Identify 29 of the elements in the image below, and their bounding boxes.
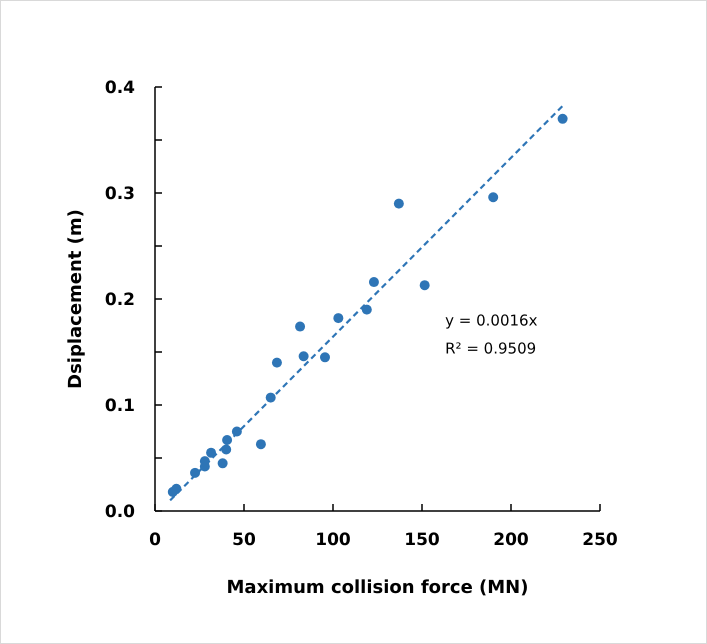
point <box>558 114 568 124</box>
point <box>320 352 330 362</box>
point <box>362 304 372 315</box>
y-tick-label: 0.3 <box>104 184 135 204</box>
y-axis-title: Dsiplacement (m) <box>65 209 86 389</box>
point <box>333 313 344 324</box>
x-axis-title: Maximum collision force (MN) <box>226 577 528 598</box>
point <box>298 351 309 362</box>
x-tick-label: 100 <box>315 530 351 550</box>
x-tick-label: 150 <box>404 530 440 550</box>
annotation: R² = 0.9509 <box>445 340 536 358</box>
point <box>272 358 282 368</box>
point <box>368 277 379 288</box>
y-tick-label: 0.1 <box>104 396 135 416</box>
point <box>420 280 430 290</box>
point <box>256 439 266 450</box>
point <box>218 458 228 468</box>
point <box>488 192 498 202</box>
annotation: y = 0.0016x <box>445 312 538 330</box>
point <box>206 448 216 458</box>
y-tick-label: 0.0 <box>104 502 136 522</box>
x-tick-label: 200 <box>493 530 529 550</box>
x-tick-label: 50 <box>232 530 256 550</box>
point <box>295 322 306 332</box>
point <box>394 198 404 209</box>
y-tick-label: 0.4 <box>104 78 136 98</box>
x-tick-label: 250 <box>582 530 618 550</box>
y-tick-label: 0.2 <box>104 290 135 310</box>
x-tick-label: 0 <box>149 530 162 550</box>
